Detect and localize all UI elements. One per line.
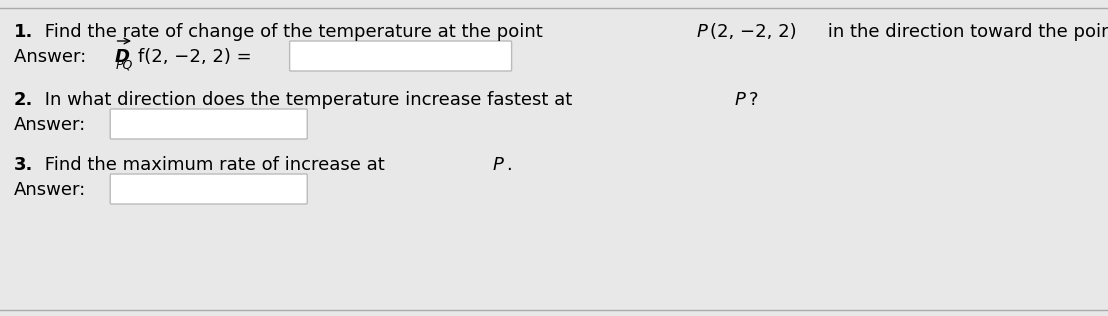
Text: Answer:: Answer: [14, 181, 86, 199]
FancyBboxPatch shape [289, 41, 512, 71]
Text: 1.: 1. [14, 23, 33, 41]
Text: Find the maximum rate of increase at: Find the maximum rate of increase at [39, 156, 390, 174]
FancyBboxPatch shape [110, 109, 307, 139]
Text: Answer:: Answer: [14, 116, 86, 134]
Text: P: P [697, 23, 707, 41]
Text: ?: ? [749, 91, 758, 109]
Text: In what direction does the temperature increase fastest at: In what direction does the temperature i… [39, 91, 578, 109]
Text: PQ: PQ [115, 59, 133, 72]
Text: P: P [735, 91, 746, 109]
Text: 2.: 2. [14, 91, 33, 109]
Text: .: . [506, 156, 512, 174]
Text: in the direction toward the point: in the direction toward the point [822, 23, 1108, 41]
Text: D: D [114, 48, 130, 66]
Text: f(2, −2, 2) =: f(2, −2, 2) = [138, 48, 252, 66]
Text: 3.: 3. [14, 156, 33, 174]
FancyBboxPatch shape [110, 174, 307, 204]
Text: (2, −2, 2): (2, −2, 2) [710, 23, 797, 41]
Text: Find the rate of change of the temperature at the point: Find the rate of change of the temperatu… [39, 23, 548, 41]
Text: P: P [493, 156, 503, 174]
Text: Answer:: Answer: [14, 48, 92, 66]
